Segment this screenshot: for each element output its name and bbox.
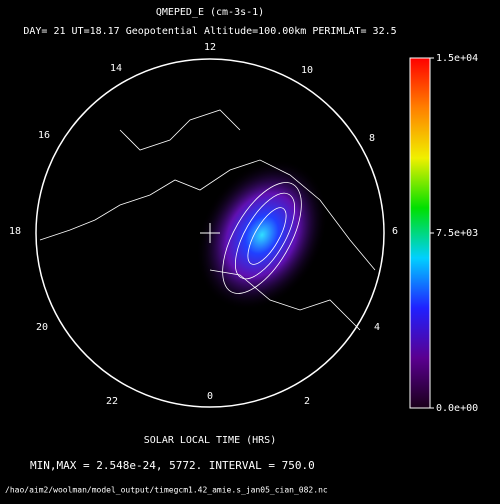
file-path: /hao/aim2/woolman/model_output/timegcm1.… bbox=[5, 486, 328, 495]
title: QMEPED_E (cm-3s-1) bbox=[156, 7, 264, 18]
field-blob bbox=[196, 159, 328, 311]
stats: MIN,MAX = 2.548e-24, 5772. INTERVAL = 75… bbox=[30, 459, 315, 472]
hour-label: 18 bbox=[9, 226, 21, 237]
colorbar-tick-label: 7.5e+03 bbox=[436, 228, 478, 239]
subtitle: DAY= 21 UT=18.17 Geopotential Altitude=1… bbox=[23, 26, 396, 37]
hour-label: 12 bbox=[204, 42, 216, 53]
colorbar-tick-label: 1.5e+04 bbox=[436, 53, 478, 64]
polar-boundary bbox=[35, 58, 385, 408]
colorbar bbox=[409, 57, 431, 409]
x-axis-label: SOLAR LOCAL TIME (HRS) bbox=[144, 435, 276, 446]
hour-label: 2 bbox=[304, 396, 310, 407]
hour-label: 8 bbox=[369, 133, 375, 144]
hour-label: 10 bbox=[301, 65, 313, 76]
contours bbox=[222, 182, 302, 294]
colorbar-tick-label: 0.0e+00 bbox=[436, 403, 478, 414]
hour-label: 14 bbox=[110, 63, 122, 74]
coastlines bbox=[39, 109, 376, 331]
hour-label: 16 bbox=[38, 130, 50, 141]
hour-label: 20 bbox=[36, 322, 48, 333]
hour-label: 22 bbox=[106, 396, 118, 407]
hour-label: 6 bbox=[392, 226, 398, 237]
hour-label: 0 bbox=[207, 391, 213, 402]
hour-label: 4 bbox=[374, 322, 380, 333]
